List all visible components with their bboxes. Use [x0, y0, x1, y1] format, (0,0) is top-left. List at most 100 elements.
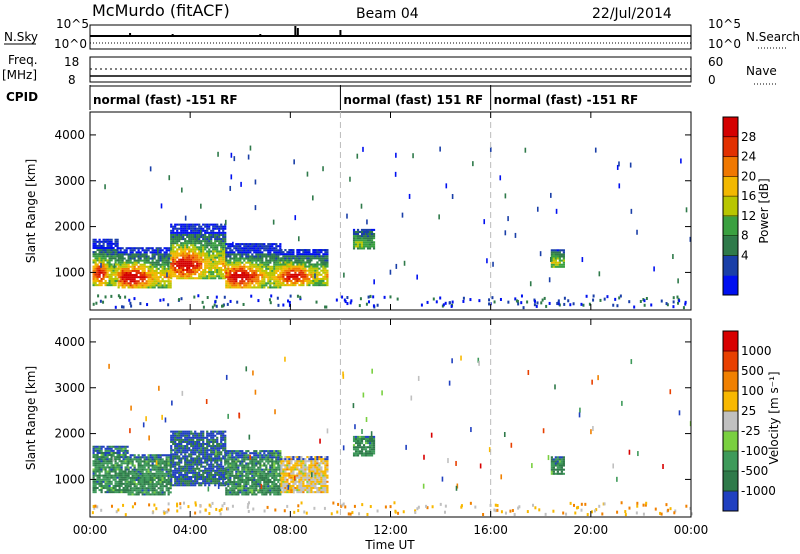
echo-cell — [161, 489, 164, 492]
echo-cell — [143, 276, 146, 279]
echo-cell — [275, 460, 278, 463]
echo-cell — [174, 449, 177, 452]
echo-cell — [450, 304, 453, 308]
echo-cell — [141, 478, 144, 482]
echo-cell — [245, 472, 248, 475]
echo-cell — [163, 472, 166, 475]
echo-cell — [318, 259, 321, 262]
echo-cell — [304, 484, 307, 487]
echo-cell — [235, 267, 238, 270]
echo-cell — [243, 257, 246, 260]
echo-cell — [100, 267, 103, 270]
echo-cell — [137, 481, 140, 484]
colorbar-swatch — [723, 117, 738, 138]
echo-cell — [235, 284, 238, 287]
echo-cell — [204, 277, 207, 280]
echo-cell — [261, 476, 264, 479]
echo-cell — [108, 486, 111, 490]
echo-cell — [108, 261, 111, 264]
echo-cell — [560, 259, 563, 262]
echo-cell — [170, 238, 173, 241]
echo-cell — [239, 280, 242, 283]
echo-cell — [322, 259, 325, 262]
echo-cell — [296, 265, 299, 268]
echo-cell — [550, 251, 553, 254]
echo-cell — [247, 450, 250, 453]
echo-cell — [159, 489, 162, 492]
echo-cell — [96, 470, 99, 473]
echo-cell — [143, 259, 146, 262]
echo-cell — [237, 251, 240, 254]
echo-cell — [188, 260, 191, 263]
echo-cell — [184, 480, 187, 483]
echo-cell — [104, 246, 107, 250]
echo-cell — [172, 465, 175, 468]
echo-cell — [261, 282, 264, 285]
echo-cell — [94, 486, 97, 490]
echo-cell — [198, 268, 201, 272]
echo-cell — [129, 462, 132, 465]
echo-cell — [243, 243, 246, 246]
echo-cell — [222, 231, 225, 234]
echo-cell — [286, 482, 289, 485]
echo-cell — [200, 242, 203, 245]
echo-cell — [108, 257, 111, 260]
echo-cell — [206, 271, 209, 274]
echo-cell — [265, 474, 268, 477]
echo-cell — [241, 464, 244, 467]
echo-cell — [169, 284, 172, 287]
echo-cell — [100, 451, 103, 454]
echo-cell — [180, 250, 183, 253]
echo-cell — [196, 465, 199, 468]
echo-cell — [298, 464, 301, 467]
echo-cell — [96, 451, 99, 454]
echo-cell — [161, 284, 164, 287]
echo-cell — [360, 243, 364, 246]
echo-cell — [288, 259, 291, 262]
echo-cell — [325, 305, 328, 309]
echo-cell — [116, 451, 119, 454]
echo-cell — [206, 242, 209, 245]
echo-cell — [360, 228, 364, 231]
echo-cell — [114, 253, 117, 256]
echo-cell — [108, 453, 111, 457]
echo-cell — [237, 478, 240, 482]
echo-cell — [202, 442, 205, 446]
echo-cell — [112, 468, 115, 471]
echo-cell — [92, 277, 95, 280]
echo-cell — [184, 229, 187, 232]
echo-cell — [488, 302, 491, 306]
echo-cell — [151, 249, 154, 252]
echo-cell — [290, 269, 293, 272]
echo-cell — [300, 464, 303, 467]
echo-cell — [233, 468, 236, 471]
echo-cell — [233, 282, 236, 285]
echo-cell — [208, 266, 211, 269]
echo-cell — [263, 487, 266, 490]
echo-cell — [572, 302, 575, 306]
echo-cell — [149, 278, 152, 281]
echo-cell — [237, 265, 240, 268]
echo-cell — [137, 454, 140, 457]
echo-cell — [227, 276, 230, 279]
echo-cell — [125, 271, 128, 275]
echo-cell — [229, 489, 232, 492]
echo-cell — [176, 242, 179, 245]
echo-cell — [172, 264, 175, 267]
echo-cell — [220, 266, 223, 269]
echo-cell — [129, 280, 132, 283]
echo-cell — [372, 228, 376, 231]
echo-cell — [143, 456, 146, 459]
echo-cell — [224, 227, 227, 230]
echo-cell — [341, 295, 344, 299]
echo-cell — [214, 246, 217, 249]
echo-cell — [94, 480, 97, 483]
echo-cell — [165, 460, 168, 463]
echo-cell — [114, 251, 117, 254]
echo-cell — [298, 472, 301, 475]
echo-cell — [212, 250, 215, 253]
echo-cell — [129, 301, 132, 305]
echo-cell — [312, 284, 315, 287]
echo-cell — [112, 476, 115, 479]
echo-cell — [222, 442, 225, 446]
